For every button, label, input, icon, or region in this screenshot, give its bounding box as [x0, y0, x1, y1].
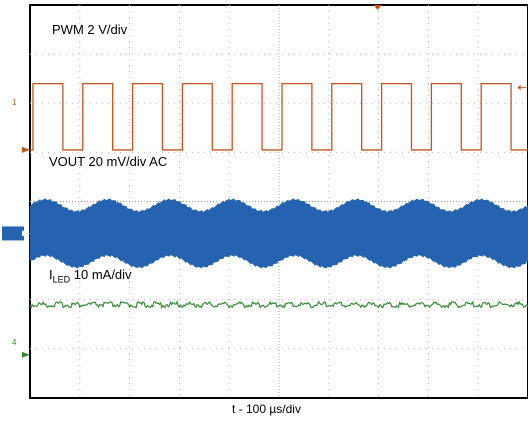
- ch4-ground-marker: 4: [12, 338, 17, 347]
- ch4-label-rest: 10 mA/div: [70, 267, 132, 282]
- ch4-label-sub: LED: [52, 274, 71, 285]
- ch4-ground-arrow: [22, 351, 30, 358]
- ch4-label-main: I: [49, 267, 53, 282]
- trigger-level-arrow: [517, 85, 526, 91]
- x-axis-label: t - 100 µs/div: [232, 402, 301, 416]
- vout-ripple-trace: [29, 198, 528, 269]
- ch1-ground-marker: 1: [12, 98, 17, 107]
- trigger-position-marker: [373, 5, 382, 10]
- ch2-label: VOUT 20 mV/div AC: [49, 154, 168, 169]
- ch1-ground-arrow: [22, 146, 30, 153]
- ch2-ground-arrow-box: [2, 226, 24, 241]
- ch4-label: ILED 10 mA/div: [49, 267, 132, 285]
- iled-trace: [29, 300, 528, 310]
- ch1-label: PWM 2 V/div: [52, 22, 128, 37]
- pwm-trace: [30, 82, 528, 151]
- ch2-ground-arrow: [22, 230, 30, 237]
- ch2-ground-marker: 2: [10, 196, 15, 205]
